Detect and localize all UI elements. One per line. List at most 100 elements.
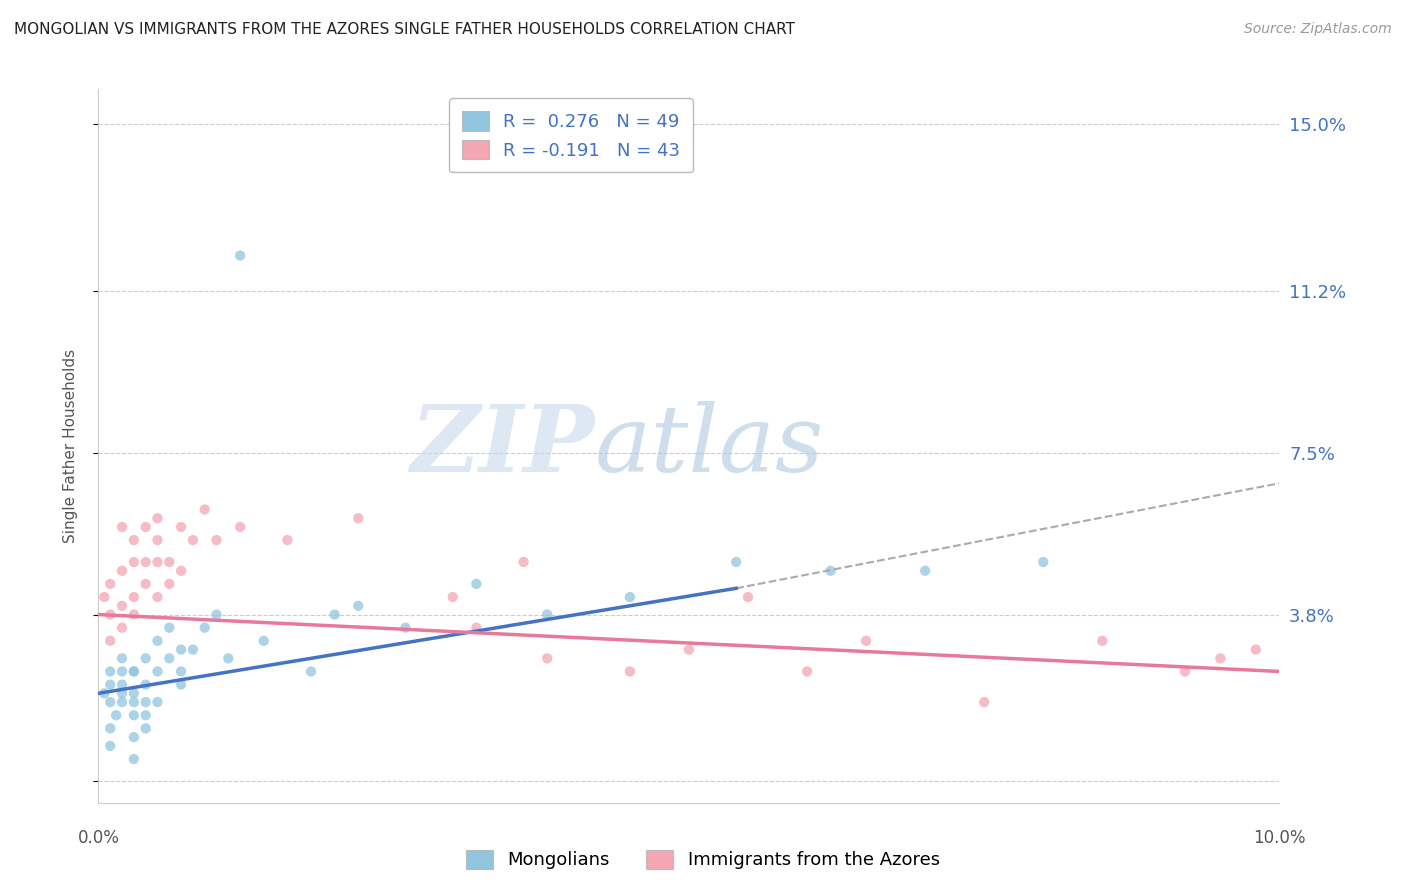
Point [205,607,228,622]
Text: ZIP: ZIP [411,401,595,491]
Text: Source: ZipAtlas.com: Source: ZipAtlas.com [1244,22,1392,37]
Point [111,520,134,534]
Point [194,621,217,635]
Point [157,621,180,635]
Point [122,665,145,679]
Point [98,739,121,753]
Point [855,633,877,648]
Point [135,708,157,723]
Point [253,633,276,648]
Point [170,520,193,534]
Point [181,642,204,657]
Point [122,730,145,744]
Point [347,511,370,525]
Point [146,511,169,525]
Text: atlas: atlas [595,401,824,491]
Point [135,695,157,709]
Point [914,564,936,578]
Point [276,533,298,548]
Point [98,633,121,648]
Point [205,533,228,548]
Y-axis label: Single Father Households: Single Father Households [63,349,77,543]
Point [465,621,488,635]
Point [122,555,145,569]
Text: 10.0%: 10.0% [1253,829,1306,847]
Point [122,708,145,723]
Point [135,555,157,569]
Point [170,677,193,691]
Point [135,651,157,665]
Point [619,665,641,679]
Point [135,577,157,591]
Point [98,665,121,679]
Point [122,607,145,622]
Point [170,642,193,657]
Point [1174,665,1197,679]
Point [725,555,748,569]
Point [122,533,145,548]
Point [135,677,157,691]
Point [135,722,157,736]
Point [619,590,641,604]
Point [323,607,346,622]
Point [299,665,322,679]
Point [1209,651,1232,665]
Point [93,590,115,604]
Point [157,577,180,591]
Point [1032,555,1054,569]
Point [111,621,134,635]
Point [973,695,995,709]
Point [229,520,252,534]
Point [122,665,145,679]
Point [796,665,818,679]
Point [135,520,157,534]
Point [229,249,252,263]
Point [441,590,464,604]
Point [111,695,134,709]
Point [157,555,180,569]
Point [181,533,204,548]
Point [820,564,842,578]
Point [111,599,134,613]
Point [217,651,239,665]
Point [536,651,558,665]
Point [111,651,134,665]
Point [111,564,134,578]
Point [122,752,145,766]
Point [122,590,145,604]
Point [146,533,169,548]
Point [512,555,534,569]
Point [122,686,145,700]
Point [122,695,145,709]
Point [1091,633,1114,648]
Point [170,564,193,578]
Legend: R =  0.276   N = 49, R = -0.191   N = 43: R = 0.276 N = 49, R = -0.191 N = 43 [449,98,693,172]
Point [98,577,121,591]
Point [678,642,700,657]
Point [157,651,180,665]
Point [146,555,169,569]
Point [111,686,134,700]
Point [1244,642,1267,657]
Legend: Mongolians, Immigrants from the Azores: Mongolians, Immigrants from the Azores [457,841,949,879]
Point [170,665,193,679]
Point [111,677,134,691]
Point [146,590,169,604]
Point [536,607,558,622]
Point [98,677,121,691]
Point [98,695,121,709]
Point [111,665,134,679]
Point [98,607,121,622]
Text: MONGOLIAN VS IMMIGRANTS FROM THE AZORES SINGLE FATHER HOUSEHOLDS CORRELATION CHA: MONGOLIAN VS IMMIGRANTS FROM THE AZORES … [14,22,794,37]
Point [194,502,217,516]
Point [394,621,416,635]
Point [105,708,128,723]
Point [93,686,115,700]
Point [146,695,169,709]
Point [146,633,169,648]
Point [98,722,121,736]
Text: 0.0%: 0.0% [77,829,120,847]
Point [465,577,488,591]
Point [146,665,169,679]
Point [347,599,370,613]
